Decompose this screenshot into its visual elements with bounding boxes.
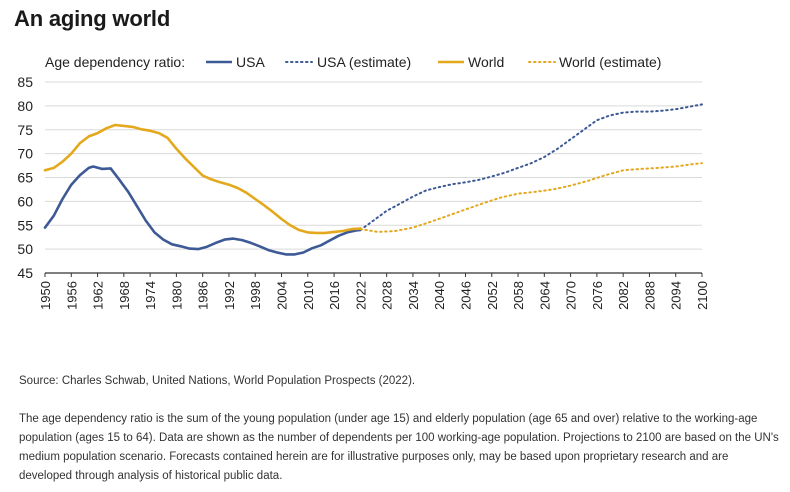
y-tick-label: 45 (17, 265, 33, 281)
x-tick-label: 2058 (511, 281, 526, 310)
legend: Age dependency ratio: USA USA (estimate) W… (45, 54, 661, 70)
x-tick-label: 2094 (669, 281, 684, 310)
y-tick-label: 70 (17, 146, 33, 162)
x-tick-label: 1998 (248, 281, 263, 310)
x-tick-label: 2028 (380, 281, 395, 310)
x-tick-label: 1980 (169, 281, 184, 310)
series-line-2 (359, 103, 703, 231)
x-tick-label: 2064 (537, 281, 552, 310)
x-tick-label: 2052 (485, 281, 500, 310)
x-tick-label: 2022 (353, 281, 368, 310)
y-tick-label: 75 (17, 122, 33, 138)
y-tick-label: 80 (17, 98, 33, 114)
x-tick-label: 1956 (64, 281, 79, 310)
x-tick-label: 2070 (564, 281, 579, 310)
x-tick-label: 1974 (143, 281, 158, 310)
series-line-4 (359, 162, 703, 233)
x-tick-label: 2034 (406, 281, 421, 310)
x-tick-label: 2046 (458, 281, 473, 310)
x-tick-label: 2010 (301, 281, 316, 310)
legend-title: Age dependency ratio: (45, 54, 185, 70)
x-tick-label: 1992 (222, 281, 237, 310)
footnote: The age dependency ratio is the sum of t… (19, 413, 779, 482)
x-tick-label: 2004 (275, 281, 290, 310)
x-tick-label: 1950 (38, 281, 53, 310)
x-tick-label: 2040 (432, 281, 447, 310)
series-line-1 (43, 165, 362, 256)
legend-label: USA (236, 54, 265, 70)
x-tick-label: 1962 (91, 281, 106, 310)
x-tick-label: 2076 (590, 281, 605, 310)
legend-label: World (estimate) (559, 54, 661, 70)
y-tick-label: 65 (17, 170, 33, 186)
y-tick-label: 50 (17, 241, 33, 257)
x-tick-label: 1986 (196, 281, 211, 310)
legend-label: USA (estimate) (317, 54, 411, 70)
x-axis: 1950 1956 1962 1968 1974 1980 1986 1992 1998 2004… (38, 273, 710, 310)
line-chart: Age dependency ratio: USA USA (estimate) W… (17, 54, 710, 310)
y-tick-label: 85 (17, 74, 33, 90)
x-tick-label: 2016 (327, 281, 342, 310)
legend-label: World (468, 54, 504, 70)
y-tick-label: 55 (17, 217, 33, 233)
x-tick-label: 2088 (642, 281, 657, 310)
y-axis: 45 50 55 60 65 70 75 80 85 (17, 74, 33, 281)
x-tick-label: 2082 (616, 281, 631, 310)
x-tick-label: 2100 (695, 281, 710, 310)
series-group (43, 103, 703, 256)
series-line-3 (43, 123, 362, 235)
source-note: Source: Charles Schwab, United Nations, … (19, 375, 416, 387)
x-tick-label: 1968 (117, 281, 132, 310)
page-title: An aging world (14, 6, 171, 31)
y-tick-label: 60 (17, 193, 33, 209)
grid (45, 81, 702, 274)
